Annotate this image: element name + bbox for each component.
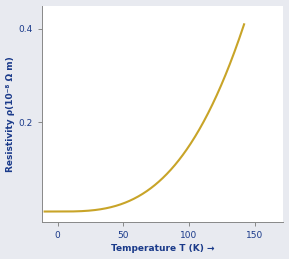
X-axis label: Temperature T (K) →: Temperature T (K) → — [111, 244, 214, 254]
Y-axis label: Resistivity ρ(10⁻⁸ Ω m): Resistivity ρ(10⁻⁸ Ω m) — [5, 56, 14, 172]
